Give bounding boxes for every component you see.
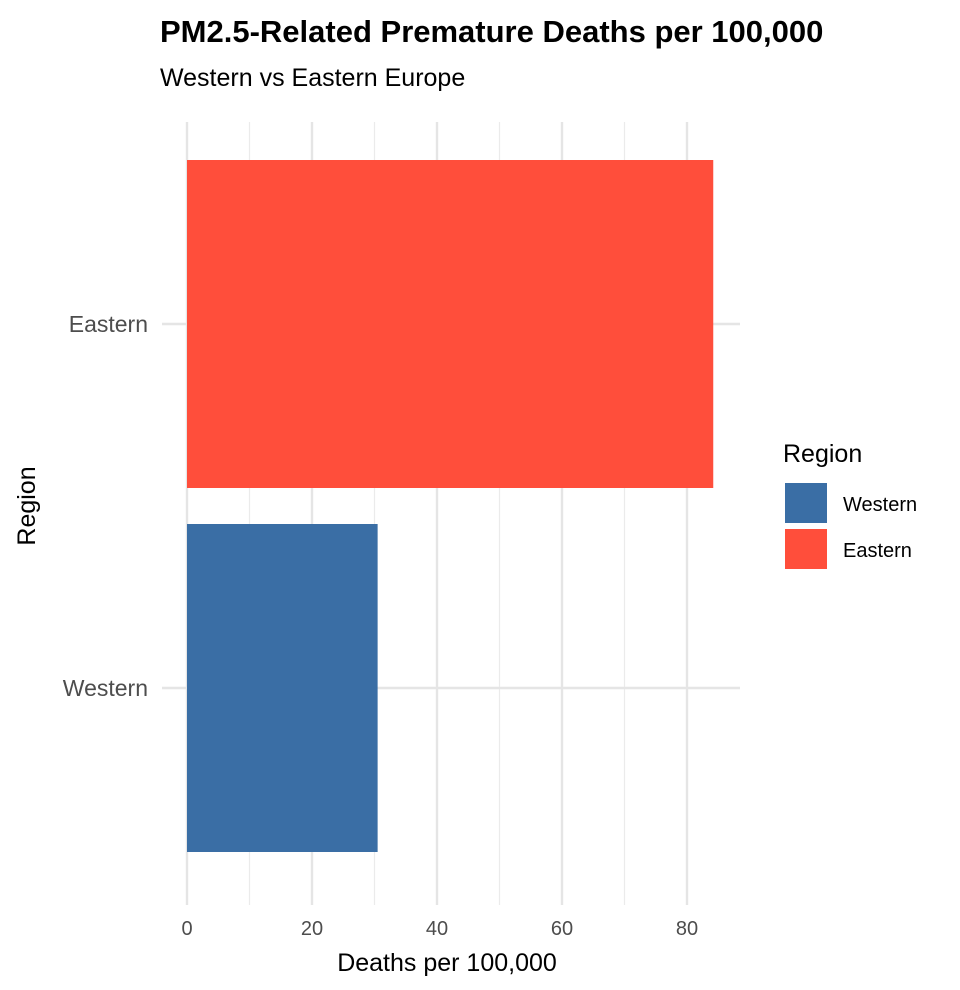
x-tick-label: 40 (426, 918, 448, 940)
legend-label: Eastern (843, 540, 912, 562)
x-tick-label: 60 (551, 918, 573, 940)
y-category-label: Eastern (69, 311, 148, 337)
bar-eastern (187, 160, 714, 488)
bars (187, 160, 714, 852)
chart-title: PM2.5-Related Premature Deaths per 100,0… (160, 14, 823, 49)
legend-swatch (785, 483, 827, 523)
chart-subtitle: Western vs Eastern Europe (160, 64, 465, 92)
legend-label: Western (843, 494, 917, 516)
x-axis-title: Deaths per 100,000 (337, 949, 557, 977)
x-tick-label: 80 (676, 918, 698, 940)
y-category-label: Western (63, 675, 148, 701)
legend-title: Region (783, 440, 862, 468)
y-axis-categories: Western Eastern (63, 311, 148, 701)
x-tick-label: 0 (181, 918, 192, 940)
legend-swatch (785, 529, 827, 569)
legend-items: Western Eastern (785, 483, 917, 569)
x-axis-ticks: 0 20 40 60 80 (181, 918, 698, 940)
y-axis-title: Region (13, 466, 41, 545)
legend: Region Western Eastern (783, 440, 917, 569)
bar-western (187, 524, 378, 852)
x-tick-label: 20 (301, 918, 323, 940)
